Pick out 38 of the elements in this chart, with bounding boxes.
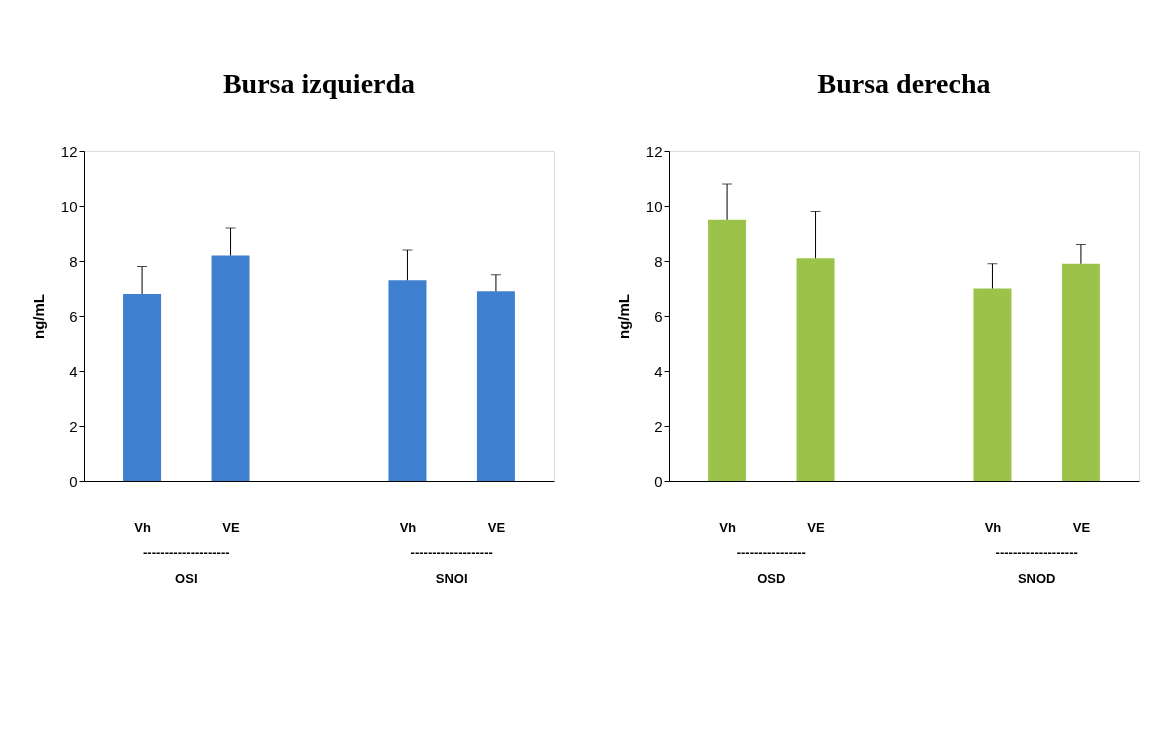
x-tick-label: Vh [984, 519, 1002, 535]
y-tick-label: 12 [60, 142, 78, 160]
y-tick-label: 12 [645, 142, 663, 160]
y-tick-label: 6 [654, 307, 663, 325]
y-tick-label: 6 [69, 307, 78, 325]
text: ------------------- SNOI [410, 545, 493, 586]
text: -------------------- OSI [143, 545, 230, 586]
y-tick-label: 2 [654, 417, 663, 435]
x-tick-label: VE [487, 519, 506, 535]
chart-title: Bursa derecha [817, 68, 991, 99]
text: ------------------- SNOD [995, 545, 1078, 586]
bar [476, 291, 515, 481]
x-tick-label: Vh [719, 519, 736, 535]
y-axis-title: ng/mL [614, 294, 632, 339]
bar [796, 258, 835, 481]
chart-title: Bursa izquierda [222, 68, 416, 99]
y-tick-label: 0 [654, 472, 663, 490]
y-tick-label: 10 [60, 197, 78, 215]
y-tick-label: 10 [645, 197, 663, 215]
y-tick-label: 4 [69, 362, 78, 380]
bar [388, 280, 427, 481]
y-tick-label: 4 [654, 362, 663, 380]
x-tick-label: VE [807, 519, 826, 535]
y-axis-title: ng/mL [29, 294, 47, 339]
bar [973, 288, 1012, 481]
x-tick-label: Vh [399, 519, 417, 535]
y-tick-label: 8 [69, 252, 78, 270]
y-tick-label: 2 [69, 417, 78, 435]
y-tick-label: 8 [654, 252, 663, 270]
bar [708, 219, 747, 481]
y-tick-label: 0 [69, 472, 78, 490]
x-tick-label: VE [222, 519, 241, 535]
x-tick-label: VE [1072, 519, 1091, 535]
bar [211, 255, 250, 481]
x-tick-label: Vh [134, 519, 151, 535]
bar [1061, 263, 1100, 481]
text: ---------------- OSD [736, 545, 806, 586]
bar [123, 294, 162, 481]
